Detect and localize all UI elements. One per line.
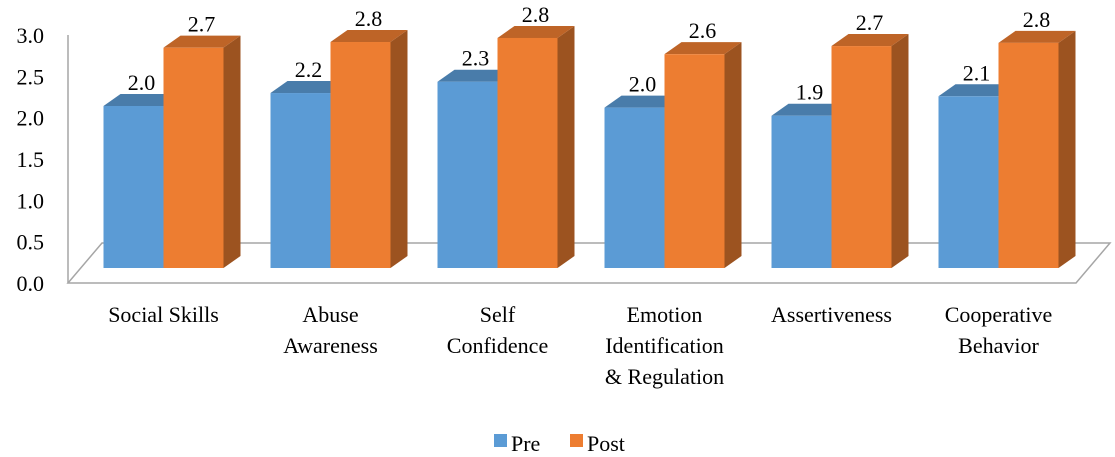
- value-label: 2.7: [856, 10, 884, 35]
- y-tick-label: 1.0: [17, 188, 45, 213]
- value-label: 1.9: [796, 80, 824, 105]
- value-label: 2.7: [188, 12, 216, 37]
- value-label: 2.3: [462, 46, 490, 71]
- value-label: 2.1: [963, 60, 991, 85]
- x-tick-label: Abuse Awareness: [283, 302, 378, 358]
- bar-top: [831, 34, 909, 47]
- bar: [664, 42, 742, 268]
- bar-top: [938, 84, 1016, 97]
- bar-top: [998, 30, 1076, 43]
- y-tick-label: 3.0: [17, 23, 45, 48]
- bar-side: [724, 42, 742, 268]
- bar-side: [557, 25, 575, 269]
- bar-top: [771, 103, 849, 116]
- bar-side: [1058, 30, 1076, 268]
- bar-front: [604, 107, 665, 269]
- x-tick-label: Social Skills: [108, 302, 219, 327]
- bar-top: [270, 81, 348, 94]
- bar-front: [437, 81, 498, 268]
- bar: [330, 30, 408, 269]
- value-label: 2.8: [355, 6, 383, 31]
- value-label: 2.6: [689, 18, 717, 43]
- value-label: 2.2: [295, 57, 323, 82]
- y-tick-label: 0.5: [17, 230, 45, 255]
- legend-swatch: [570, 434, 583, 447]
- x-tick-label: Self Confidence: [447, 302, 548, 358]
- legend-label: Pre: [511, 431, 540, 456]
- bar-front: [664, 54, 725, 268]
- bar-front: [771, 115, 832, 268]
- floor: [66, 242, 1112, 284]
- legend-swatch: [494, 434, 507, 447]
- x-tick-label: Assertiveness: [771, 302, 892, 327]
- bar: [831, 34, 909, 269]
- bar-front: [831, 46, 892, 269]
- bar-top: [437, 69, 515, 82]
- bar: [497, 25, 575, 269]
- legend-label: Post: [587, 431, 625, 456]
- bar-front: [103, 106, 164, 268]
- value-label: 2.0: [128, 70, 156, 95]
- bar-front: [270, 93, 331, 268]
- bar-front: [163, 47, 224, 269]
- bar-side: [390, 30, 408, 269]
- value-label: 2.8: [522, 2, 550, 27]
- bar-top: [330, 30, 408, 43]
- x-tick-label: Cooperative Behavior: [945, 302, 1053, 358]
- bar-top: [604, 95, 682, 108]
- y-tick-label: 1.5: [17, 147, 45, 172]
- x-tick-label: Emotion Identification & Regulation: [605, 302, 724, 389]
- y-tick-label: 2.5: [17, 64, 45, 89]
- bar: [998, 30, 1076, 268]
- value-label: 2.8: [1023, 7, 1051, 32]
- y-tick-label: 0.0: [17, 271, 45, 296]
- bar-top: [163, 35, 241, 48]
- value-label: 2.0: [629, 72, 657, 97]
- bar: [938, 84, 1016, 268]
- bar: [163, 35, 241, 269]
- bar-front: [938, 96, 999, 268]
- bar-front: [330, 42, 391, 269]
- bar-front: [998, 42, 1059, 268]
- bar-top: [497, 25, 575, 38]
- bar-side: [891, 34, 909, 269]
- bar-top: [664, 42, 742, 55]
- bar-front: [497, 37, 558, 269]
- bar-side: [223, 35, 241, 269]
- bar-top: [103, 94, 181, 106]
- y-tick-label: 2.0: [17, 106, 45, 131]
